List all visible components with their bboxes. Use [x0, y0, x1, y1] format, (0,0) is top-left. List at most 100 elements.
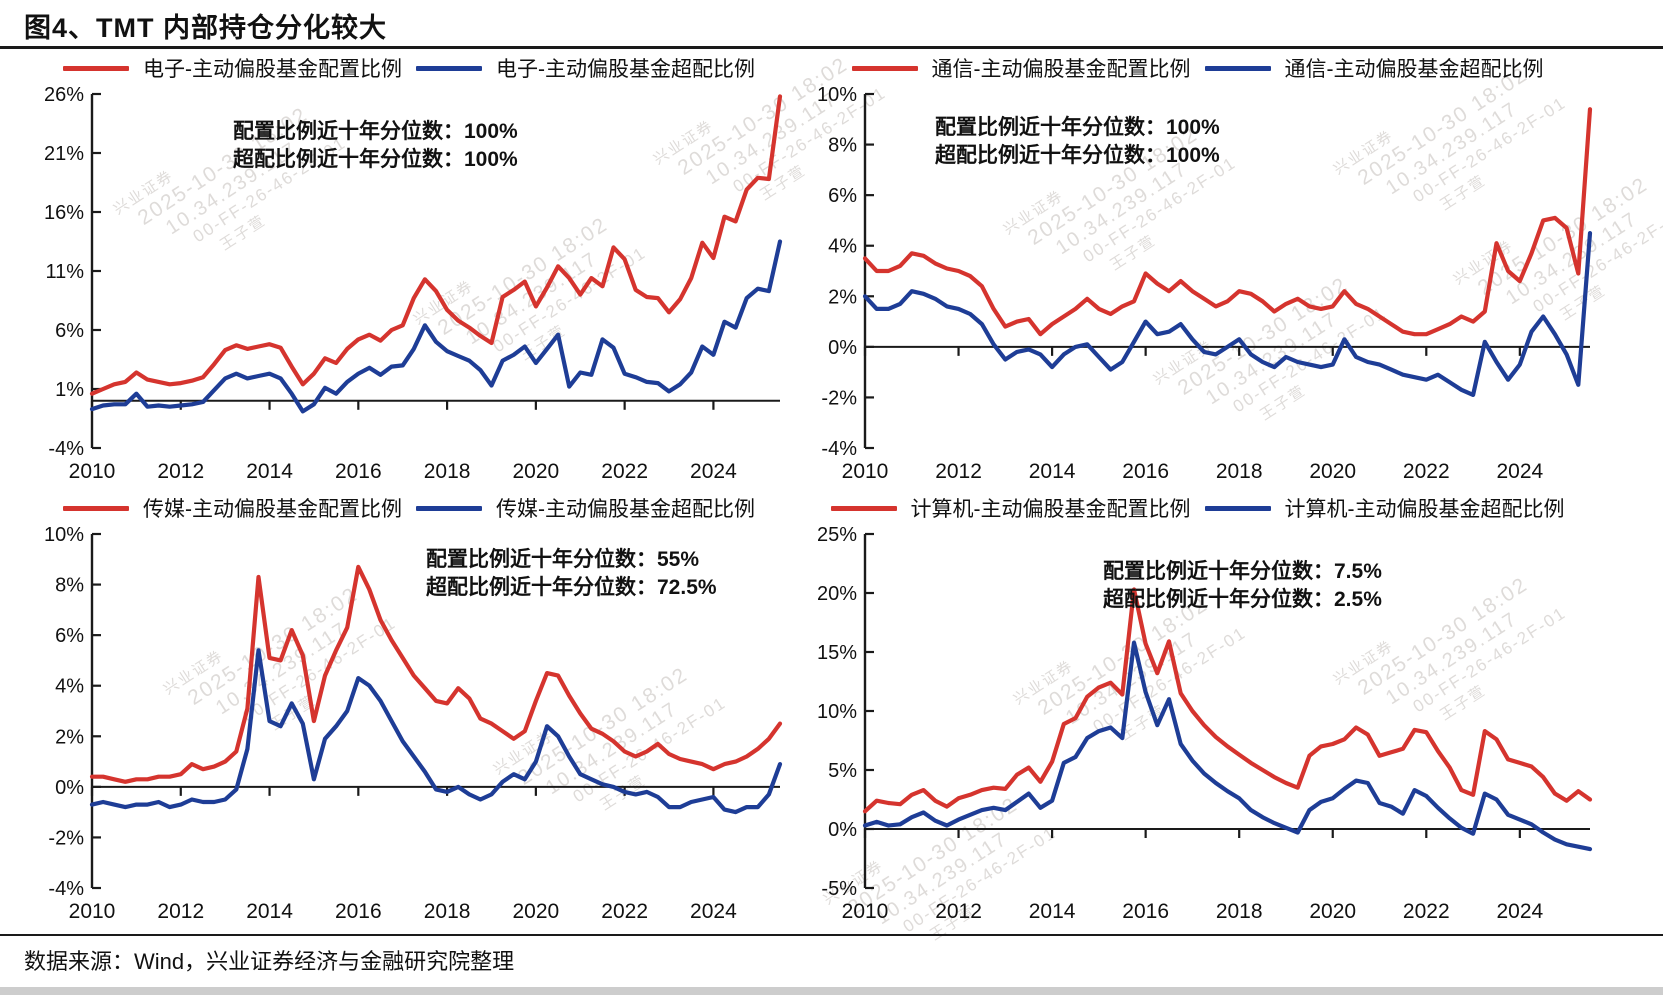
annotation-line1: 配置比例近十年分位数：100%	[233, 120, 518, 143]
y-tick-label: 8%	[55, 575, 84, 597]
x-tick-label: 2024	[690, 460, 737, 483]
allocation-line	[89, 564, 783, 784]
y-tick-label: 4%	[828, 236, 857, 258]
chart-legend: 计算机-主动偏股基金配置比例 计算机-主动偏股基金超配比例	[795, 490, 1600, 526]
y-tick-label: 10%	[817, 701, 857, 723]
annotation-line2: 超配比例近十年分位数：2.5%	[1103, 588, 1382, 611]
percentile-annotation: 配置比例近十年分位数：100% 超配比例近十年分位数：100%	[233, 118, 518, 174]
percentile-annotation: 配置比例近十年分位数：7.5% 超配比例近十年分位数：2.5%	[1103, 558, 1382, 614]
y-tick-label: 2%	[55, 726, 84, 748]
y-tick-label: -2%	[821, 387, 857, 409]
y-tick-label: 6%	[55, 625, 84, 647]
y-tick-label: 5%	[828, 760, 857, 782]
legend-label-overweight: 通信-主动偏股基金超配比例	[1284, 58, 1544, 81]
y-tick-label: -2%	[48, 827, 84, 849]
overweight-line	[862, 231, 1593, 397]
y-tick-label: 2%	[828, 286, 857, 308]
chart-legend: 通信-主动偏股基金配置比例 通信-主动偏股基金超配比例	[795, 50, 1600, 86]
y-tick-label: 16%	[44, 202, 84, 224]
chart-jisuanji: 计算机-主动偏股基金配置比例 计算机-主动偏股基金超配比例 25% 20% 15% 1…	[795, 490, 1600, 932]
annotation-line2: 超配比例近十年分位数：100%	[935, 144, 1220, 167]
y-tick-label: 6%	[55, 320, 84, 342]
y-tick-label: 0%	[828, 819, 857, 841]
allocation-line	[862, 587, 1593, 814]
annotation-line2: 超配比例近十年分位数：100%	[233, 148, 518, 171]
x-tick-label: 2014	[1029, 900, 1076, 923]
figure-title: 图4、TMT 内部持仓分化较大	[24, 13, 387, 43]
x-tick-label: 2018	[1216, 460, 1263, 483]
x-tick-label: 2010	[842, 900, 889, 923]
annotation-line1: 配置比例近十年分位数：55%	[426, 548, 700, 571]
x-tick-label: 2022	[1403, 900, 1450, 923]
legend-label-allocation: 传媒-主动偏股基金配置比例	[143, 498, 402, 521]
y-tick-label: 6%	[828, 185, 857, 207]
legend-label-allocation: 通信-主动偏股基金配置比例	[931, 58, 1191, 81]
y-tick-label: 26%	[44, 86, 84, 106]
legend-line-red	[63, 65, 129, 71]
line-chart: 26% 21% 16% 11% 6% 1% -4% 2010 2012 2014 2016 2018 2…	[28, 84, 790, 491]
x-tick-label: 2010	[842, 460, 889, 483]
y-tick-label: 0%	[828, 337, 857, 359]
y-tick-label: 0%	[55, 777, 84, 799]
x-tick-label: 2020	[513, 460, 560, 483]
x-tick-label: 2020	[1309, 900, 1356, 923]
allocation-line	[89, 94, 783, 396]
overweight-line	[89, 648, 783, 815]
x-tick-label: 2020	[513, 900, 560, 923]
annotation-line1: 配置比例近十年分位数：100%	[935, 116, 1220, 139]
x-tick-label: 2014	[1029, 460, 1076, 483]
x-tick-label: 2012	[935, 900, 982, 923]
y-tick-label: 25%	[817, 526, 857, 546]
chart-legend: 传媒-主动偏股基金配置比例 传媒-主动偏股基金超配比例	[28, 490, 790, 526]
y-tick-label: 8%	[828, 135, 857, 157]
bottom-gray-bar	[0, 987, 1663, 995]
annotation-line2: 超配比例近十年分位数：72.5%	[426, 576, 717, 599]
overweight-line	[89, 239, 783, 414]
x-tick-label: 2012	[157, 900, 204, 923]
chart-dianzi: 电子-主动偏股基金配置比例 电子-主动偏股基金超配比例 26% 21% 16% 11%…	[28, 50, 790, 492]
legend-label-overweight: 传媒-主动偏股基金超配比例	[496, 498, 755, 521]
y-tick-label: -4%	[48, 438, 84, 460]
x-tick-label: 2020	[1309, 460, 1356, 483]
y-tick-label: 21%	[44, 143, 84, 165]
x-tick-label: 2018	[1216, 900, 1263, 923]
chart-chuanmei: 传媒-主动偏股基金配置比例 传媒-主动偏股基金超配比例 10% 8% 6% 4% 2% 0…	[28, 490, 790, 932]
percentile-annotation: 配置比例近十年分位数：100% 超配比例近十年分位数：100%	[935, 114, 1220, 170]
percentile-annotation: 配置比例近十年分位数：55% 超配比例近十年分位数：72.5%	[426, 546, 717, 602]
y-tick-label: 1%	[55, 379, 84, 401]
y-tick-label: 4%	[55, 676, 84, 698]
legend-line-blue	[416, 505, 482, 511]
legend-line-blue	[1204, 505, 1271, 511]
y-tick-label: -4%	[821, 438, 857, 460]
title-divider	[0, 46, 1663, 49]
y-tick-label: -4%	[48, 878, 84, 900]
x-tick-label: 2016	[1122, 460, 1169, 483]
x-tick-label: 2010	[69, 460, 116, 483]
y-tick-label: 10%	[817, 86, 857, 106]
annotation-line1: 配置比例近十年分位数：7.5%	[1103, 560, 1382, 583]
x-tick-label: 2024	[1496, 460, 1543, 483]
line-chart: 25% 20% 15% 10% 5% 0% -5% 2010 2012 2014 2016 2018 2…	[795, 524, 1600, 931]
line-chart: 10% 8% 6% 4% 2% 0% -2% -4% 2010 2012 2014 2016 2018 2…	[795, 84, 1600, 491]
legend-line-red	[830, 505, 897, 511]
chart-tongxin: 通信-主动偏股基金配置比例 通信-主动偏股基金超配比例 10% 8% 6% 4% 2% 0…	[795, 50, 1600, 492]
x-tick-label: 2022	[1403, 460, 1450, 483]
footer-divider	[0, 934, 1663, 936]
x-tick-label: 2018	[424, 460, 471, 483]
x-tick-label: 2022	[601, 900, 648, 923]
y-tick-label: 15%	[817, 642, 857, 664]
legend-label-overweight: 计算机-主动偏股基金超配比例	[1284, 498, 1565, 521]
legend-line-red	[851, 65, 918, 71]
overweight-line	[862, 640, 1593, 852]
data-source-note: 数据来源：Wind，兴业证券经济与金融研究院整理	[24, 949, 515, 974]
line-chart: 10% 8% 6% 4% 2% 0% -2% -4% 2010 2012 2014 2016 2018 2…	[28, 524, 790, 931]
y-tick-label: -5%	[821, 878, 857, 900]
chart-legend: 电子-主动偏股基金配置比例 电子-主动偏股基金超配比例	[28, 50, 790, 86]
x-tick-label: 2022	[601, 460, 648, 483]
x-tick-label: 2014	[246, 900, 293, 923]
y-tick-label: 11%	[45, 261, 84, 283]
legend-line-blue	[416, 65, 482, 71]
legend-label-allocation: 计算机-主动偏股基金配置比例	[910, 498, 1191, 521]
legend-line-blue	[1204, 65, 1271, 71]
x-tick-label: 2016	[335, 460, 382, 483]
